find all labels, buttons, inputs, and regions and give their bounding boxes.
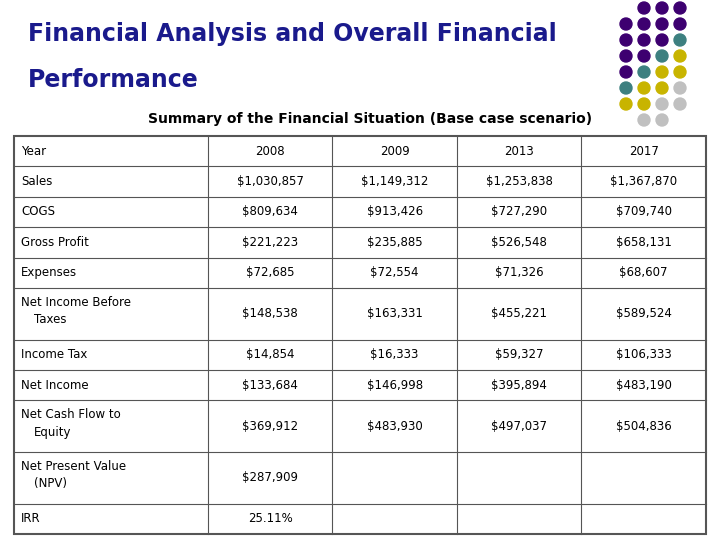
Circle shape — [656, 98, 668, 110]
Text: Expenses: Expenses — [21, 266, 77, 279]
Text: $163,331: $163,331 — [366, 307, 423, 320]
Circle shape — [638, 34, 650, 46]
Circle shape — [656, 18, 668, 30]
Circle shape — [656, 50, 668, 62]
Text: Financial Analysis and Overall Financial: Financial Analysis and Overall Financial — [28, 22, 557, 46]
Circle shape — [656, 2, 668, 14]
Text: COGS: COGS — [21, 205, 55, 219]
Text: Income Tax: Income Tax — [21, 348, 87, 361]
Text: $221,223: $221,223 — [242, 236, 298, 249]
Bar — [14, 136, 706, 534]
Text: (NPV): (NPV) — [34, 477, 67, 490]
Text: $235,885: $235,885 — [366, 236, 423, 249]
Circle shape — [674, 98, 686, 110]
Circle shape — [638, 98, 650, 110]
Text: $483,930: $483,930 — [366, 420, 423, 433]
Circle shape — [674, 2, 686, 14]
Text: Net Cash Flow to: Net Cash Flow to — [21, 408, 121, 421]
Circle shape — [620, 98, 632, 110]
Text: $287,909: $287,909 — [242, 471, 298, 484]
Circle shape — [656, 114, 668, 126]
Text: $658,131: $658,131 — [616, 236, 672, 249]
Text: Sales: Sales — [21, 175, 53, 188]
Text: $455,221: $455,221 — [491, 307, 547, 320]
Text: $1,149,312: $1,149,312 — [361, 175, 428, 188]
Circle shape — [638, 82, 650, 94]
Circle shape — [638, 50, 650, 62]
Text: $1,253,838: $1,253,838 — [486, 175, 552, 188]
Text: Net Income Before: Net Income Before — [21, 296, 131, 309]
Circle shape — [638, 66, 650, 78]
Text: 25.11%: 25.11% — [248, 512, 292, 525]
Circle shape — [638, 2, 650, 14]
Text: $16,333: $16,333 — [370, 348, 419, 361]
Circle shape — [674, 50, 686, 62]
Text: $72,554: $72,554 — [370, 266, 419, 279]
Text: 2009: 2009 — [379, 145, 410, 158]
Circle shape — [638, 114, 650, 126]
Text: $72,685: $72,685 — [246, 266, 294, 279]
Circle shape — [674, 34, 686, 46]
Text: $369,912: $369,912 — [242, 420, 298, 433]
Text: $913,426: $913,426 — [366, 205, 423, 219]
Text: $483,190: $483,190 — [616, 379, 672, 392]
Text: $148,538: $148,538 — [242, 307, 298, 320]
Circle shape — [674, 66, 686, 78]
Circle shape — [620, 50, 632, 62]
Text: Year: Year — [21, 145, 46, 158]
Text: Gross Profit: Gross Profit — [21, 236, 89, 249]
Circle shape — [656, 66, 668, 78]
Text: Net Present Value: Net Present Value — [21, 460, 126, 473]
Text: $526,548: $526,548 — [491, 236, 547, 249]
Circle shape — [638, 18, 650, 30]
Text: Performance: Performance — [28, 68, 199, 92]
Text: $71,326: $71,326 — [495, 266, 544, 279]
Circle shape — [674, 18, 686, 30]
Text: $395,894: $395,894 — [491, 379, 547, 392]
Text: $1,367,870: $1,367,870 — [610, 175, 678, 188]
Circle shape — [656, 34, 668, 46]
Circle shape — [620, 66, 632, 78]
Text: $106,333: $106,333 — [616, 348, 672, 361]
Circle shape — [620, 34, 632, 46]
Text: $809,634: $809,634 — [242, 205, 298, 219]
Text: $1,030,857: $1,030,857 — [237, 175, 303, 188]
Circle shape — [620, 82, 632, 94]
Circle shape — [674, 82, 686, 94]
Text: $146,998: $146,998 — [366, 379, 423, 392]
Text: 2013: 2013 — [504, 145, 534, 158]
Text: $59,327: $59,327 — [495, 348, 544, 361]
Text: Summary of the Financial Situation (Base case scenario): Summary of the Financial Situation (Base… — [148, 112, 592, 126]
Text: $589,524: $589,524 — [616, 307, 672, 320]
Text: $68,607: $68,607 — [619, 266, 668, 279]
Circle shape — [620, 18, 632, 30]
Text: $14,854: $14,854 — [246, 348, 294, 361]
Text: Net Income: Net Income — [21, 379, 89, 392]
Text: $133,684: $133,684 — [242, 379, 298, 392]
Text: $497,037: $497,037 — [491, 420, 547, 433]
Text: Equity: Equity — [34, 426, 71, 438]
Text: Taxes: Taxes — [34, 313, 66, 326]
Text: $709,740: $709,740 — [616, 205, 672, 219]
Text: $727,290: $727,290 — [491, 205, 547, 219]
Text: IRR: IRR — [21, 512, 40, 525]
Text: 2017: 2017 — [629, 145, 659, 158]
Text: 2008: 2008 — [255, 145, 285, 158]
Text: $504,836: $504,836 — [616, 420, 672, 433]
Circle shape — [656, 82, 668, 94]
